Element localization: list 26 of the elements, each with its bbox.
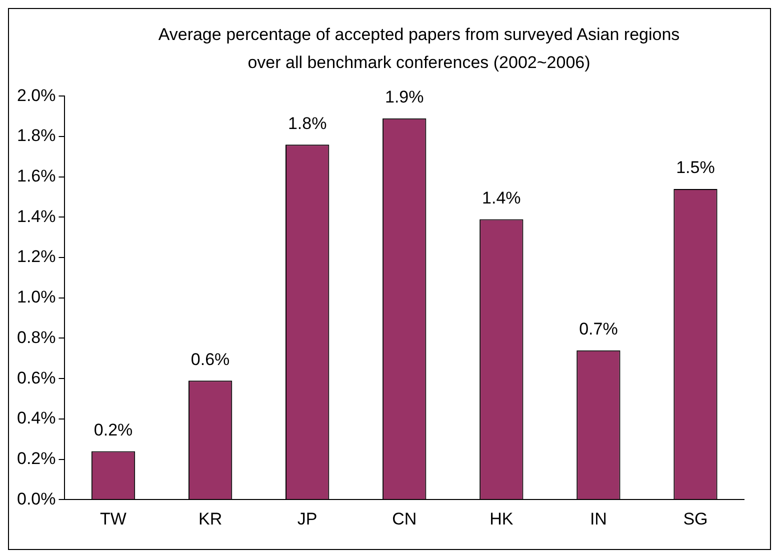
data-label: 1.5% [676,158,715,178]
y-tick-label: 0.6% [17,368,56,388]
y-tick-label: 1.6% [17,166,56,186]
y-tick-label: 1.0% [17,288,56,307]
y-tick-label: 2.0% [17,86,56,105]
x-tick-label: HK [490,509,514,528]
x-tick-label: IN [590,509,607,528]
x-tick-label: JP [297,509,318,528]
data-label: 1.8% [288,114,327,133]
x-tick-label: KR [198,509,222,528]
x-tick-label: SG [683,509,708,528]
y-tick-label: 1.4% [17,206,56,226]
y-tick-label: 0.8% [17,328,56,347]
y-tick-label: 1.2% [17,247,56,266]
x-tick-label: CN [392,509,417,528]
y-tick-label: 1.8% [17,126,56,146]
data-label: 0.6% [190,350,230,369]
y-tick-label: 0.0% [17,489,56,508]
x-tick-label: TW [100,509,126,528]
chart-title: Average percentage of accepted papers from surveyed Asian regions over all benchmark conferences (2002~2006) [157,24,681,74]
y-tick-label: 0.2% [17,448,56,468]
y-tick-label: 0.4% [17,408,56,428]
data-label: 1.9% [385,88,424,107]
data-label: 1.4% [482,188,521,208]
data-label: 0.2% [94,420,133,440]
data-label: 0.7% [579,320,618,339]
